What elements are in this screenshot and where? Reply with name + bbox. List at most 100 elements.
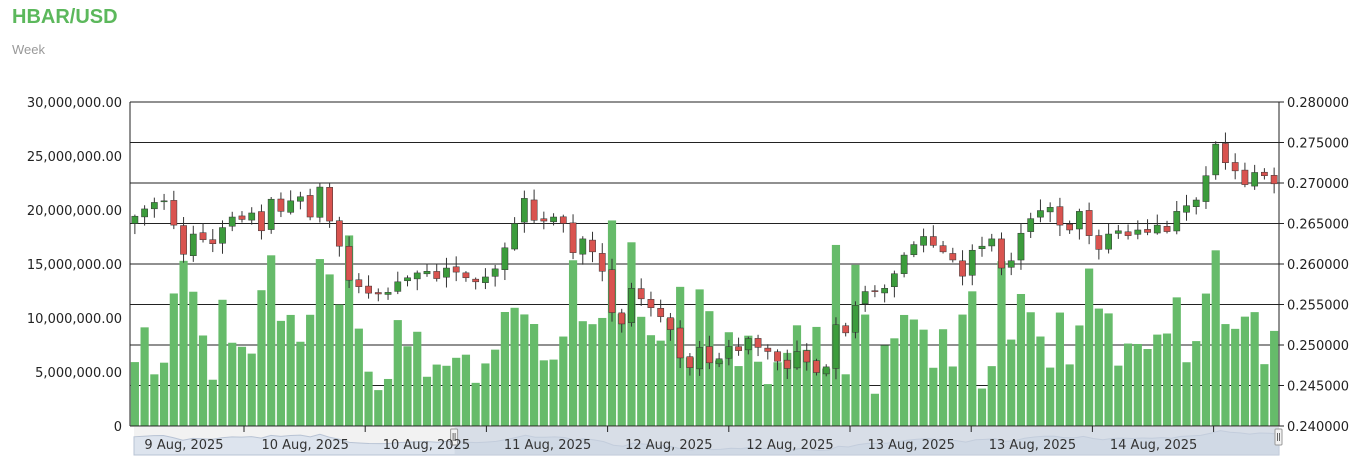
volume-bar bbox=[1016, 293, 1026, 426]
x-axis-tick: 12 Aug, 2025 bbox=[625, 438, 712, 453]
candle-up bbox=[1212, 143, 1220, 176]
volume-bar bbox=[1270, 330, 1279, 426]
candle-down bbox=[1163, 226, 1171, 232]
volume-bar bbox=[637, 316, 646, 426]
candle-down bbox=[667, 317, 674, 330]
volume-bar bbox=[568, 260, 578, 426]
volume-bar bbox=[763, 384, 772, 426]
volume-bar bbox=[286, 314, 295, 426]
candle-down bbox=[754, 338, 762, 348]
candle-down bbox=[277, 198, 285, 212]
candle-up bbox=[520, 198, 528, 223]
candle-up bbox=[1173, 211, 1181, 232]
candle-down bbox=[647, 299, 655, 308]
candle-down bbox=[1066, 223, 1074, 231]
volume-bar bbox=[1065, 364, 1074, 426]
candle-up bbox=[1027, 218, 1035, 232]
candle-up bbox=[491, 268, 499, 277]
volume-bar bbox=[510, 307, 519, 426]
candle-up bbox=[910, 244, 918, 256]
candle-up bbox=[150, 202, 158, 210]
left-axis: 0 5,000,000.00 10,000,000.00 15,000,000.00 2… bbox=[27, 96, 122, 435]
volume-bar bbox=[685, 357, 694, 426]
candle-down bbox=[462, 272, 470, 279]
volume-bar bbox=[773, 362, 782, 426]
candle-up bbox=[1134, 229, 1142, 235]
candle-up bbox=[1017, 232, 1025, 261]
volume-bar bbox=[1240, 316, 1250, 426]
volume-bar bbox=[900, 314, 909, 426]
candle-up bbox=[1037, 210, 1044, 218]
candle-down bbox=[998, 238, 1005, 269]
volume-bar bbox=[481, 363, 490, 426]
candle-up bbox=[316, 186, 324, 218]
volume-bar bbox=[1153, 334, 1162, 426]
volume-bar bbox=[374, 390, 383, 426]
candle-down bbox=[452, 266, 460, 273]
volume-bar bbox=[1026, 312, 1035, 426]
candle-up bbox=[978, 245, 986, 249]
candle-up bbox=[413, 272, 421, 280]
candle-down bbox=[569, 222, 577, 253]
volume-bar bbox=[666, 318, 675, 426]
candle-up bbox=[248, 212, 256, 221]
candle-down bbox=[598, 253, 606, 272]
candle-up bbox=[968, 249, 976, 276]
right-axis-tick: 0.245000 bbox=[1287, 380, 1349, 395]
candle-up bbox=[744, 338, 752, 351]
candle-up bbox=[228, 216, 236, 227]
candle-down bbox=[774, 351, 781, 362]
candle-up bbox=[404, 277, 411, 282]
volume-bar bbox=[228, 342, 237, 426]
volume-bar bbox=[1260, 364, 1269, 426]
candle-down bbox=[783, 359, 791, 369]
x-axis-tick: 13 Aug, 2025 bbox=[867, 438, 954, 453]
volume-bar bbox=[1192, 341, 1201, 426]
candle-down bbox=[559, 216, 567, 224]
candle-up bbox=[891, 273, 898, 288]
volume-bar bbox=[1211, 250, 1220, 426]
candle-down bbox=[803, 350, 811, 363]
volume-bar bbox=[169, 293, 178, 426]
volume-bar bbox=[1221, 324, 1230, 426]
candle-down bbox=[735, 346, 742, 351]
navigator[interactable] bbox=[133, 427, 1283, 456]
volume-bar bbox=[783, 352, 792, 426]
candle-up bbox=[501, 247, 509, 270]
volume-bar bbox=[150, 374, 159, 426]
candle-up bbox=[861, 291, 869, 304]
volume-bar bbox=[617, 313, 626, 426]
volume-bar bbox=[559, 336, 568, 426]
volume-bar bbox=[919, 329, 928, 426]
candle-down bbox=[959, 260, 966, 277]
candle-down bbox=[345, 246, 353, 281]
volume-bar bbox=[861, 314, 870, 426]
volume-bar bbox=[948, 366, 957, 426]
candle-down bbox=[1270, 175, 1278, 185]
navigator-handle-left[interactable] bbox=[450, 428, 459, 446]
volume-bar bbox=[335, 304, 344, 426]
volume-bar bbox=[432, 364, 441, 426]
volume-bar bbox=[987, 366, 996, 426]
navigator-handle-right[interactable] bbox=[1274, 428, 1283, 446]
candle-up bbox=[287, 200, 295, 213]
volume-bar bbox=[841, 374, 850, 426]
candle-down bbox=[618, 312, 626, 325]
candle-down bbox=[1056, 206, 1064, 226]
left-axis-tick: 30,000,000.00 bbox=[27, 96, 122, 111]
candle-up bbox=[852, 305, 859, 333]
candle-up bbox=[1046, 207, 1054, 213]
volume-bar bbox=[422, 376, 432, 426]
candle-down bbox=[1222, 143, 1229, 163]
candle-up bbox=[511, 223, 518, 250]
candle-down bbox=[1085, 210, 1093, 236]
left-axis-tick: 20,000,000.00 bbox=[27, 204, 122, 219]
candle-up bbox=[725, 346, 733, 359]
volume-bar bbox=[822, 368, 831, 426]
candle-down bbox=[540, 218, 548, 222]
candle-down bbox=[530, 199, 538, 221]
candle-up bbox=[696, 347, 704, 370]
candle-up bbox=[482, 276, 489, 283]
volume-bar bbox=[345, 235, 354, 426]
